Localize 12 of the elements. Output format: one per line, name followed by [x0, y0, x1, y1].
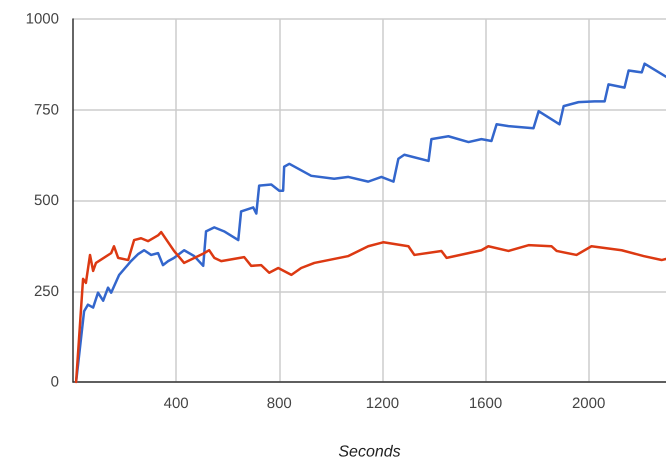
y-tick-label: 250 [34, 282, 59, 300]
x-tick-label: 2000 [572, 395, 606, 412]
x-axis-title: Seconds [338, 444, 401, 460]
line-series [74, 230, 666, 384]
y-tick-label: 500 [34, 192, 59, 209]
x-tick-label: 400 [164, 395, 189, 412]
y-tick-label: 750 [34, 101, 59, 118]
x-tick-label: 1600 [468, 395, 502, 412]
x-tick-label: 800 [266, 395, 292, 412]
x-tick-label: 1200 [366, 395, 400, 412]
y-tick-label: 0 [50, 374, 59, 390]
y-tick-label: 1000 [26, 10, 59, 28]
